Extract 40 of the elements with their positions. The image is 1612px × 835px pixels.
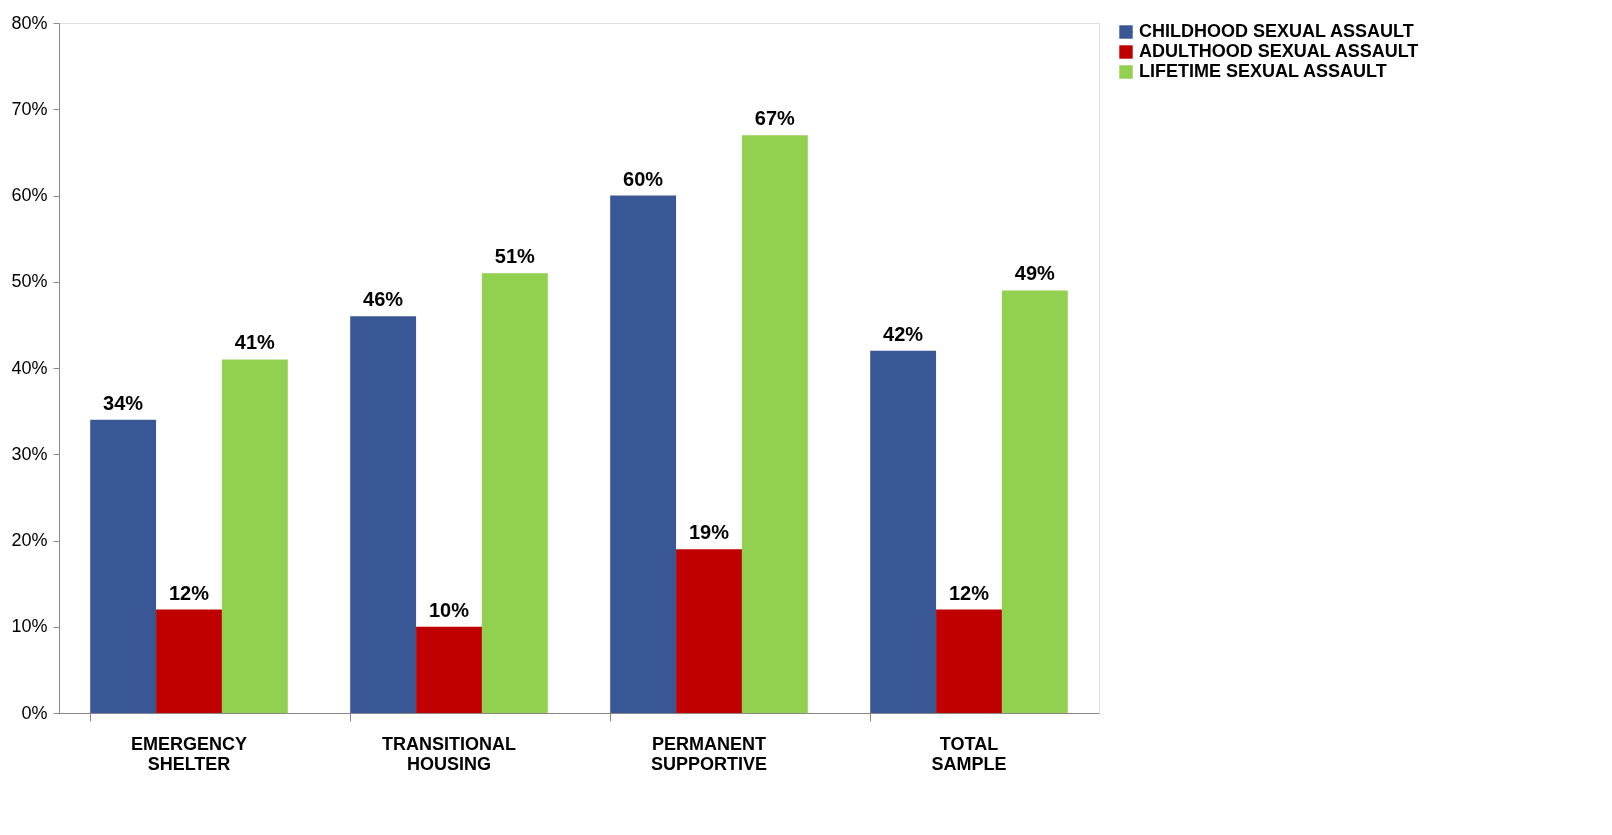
data-label: 67% xyxy=(754,107,796,130)
legend-label: LIFETIME SEXUAL ASSAULT xyxy=(1139,61,1387,81)
data-label: 42% xyxy=(883,322,924,345)
x-tick-label: PERMANENT SUPPORTIVE xyxy=(650,733,768,774)
x-tick-label: TRANSITIONAL HOUSING xyxy=(382,733,516,774)
y-tick-label: 80% xyxy=(11,12,48,33)
bar xyxy=(741,135,808,713)
data-label: 12% xyxy=(168,581,210,604)
bar xyxy=(610,195,677,713)
y-tick-label: 40% xyxy=(11,357,48,378)
legend-label: ADULTHOOD SEXUAL ASSAULT xyxy=(1139,41,1419,61)
legend-label: CHILDHOOD SEXUAL ASSAULT xyxy=(1139,21,1414,41)
data-label: 10% xyxy=(428,598,470,621)
y-tick-label: 0% xyxy=(21,702,48,723)
y-tick-label: 50% xyxy=(11,271,48,292)
bar xyxy=(936,609,1002,713)
y-tick-label: 70% xyxy=(11,98,48,119)
data-label: 60% xyxy=(623,167,664,190)
data-label: 51% xyxy=(494,245,536,268)
bar xyxy=(870,350,937,713)
y-tick-label: 10% xyxy=(11,616,48,637)
data-label: 41% xyxy=(234,331,276,354)
bar xyxy=(221,359,288,713)
data-label: 49% xyxy=(1014,262,1056,285)
y-tick-label: 20% xyxy=(11,530,48,550)
bar xyxy=(676,549,742,713)
data-label: 46% xyxy=(363,288,404,311)
x-tick-label: EMERGENCY SHELTER xyxy=(130,733,248,774)
data-label: 34% xyxy=(103,391,144,414)
y-tick-label: 60% xyxy=(11,185,48,205)
data-label: 12% xyxy=(948,581,990,604)
bar xyxy=(481,273,548,713)
bar xyxy=(156,609,222,713)
data-label: 19% xyxy=(688,521,730,544)
bar xyxy=(1001,290,1068,713)
bar xyxy=(350,316,417,713)
bar xyxy=(416,626,482,713)
y-tick-label: 30% xyxy=(11,443,48,464)
bar xyxy=(90,419,157,713)
x-tick-label: TOTAL SAMPLE xyxy=(931,733,1007,774)
